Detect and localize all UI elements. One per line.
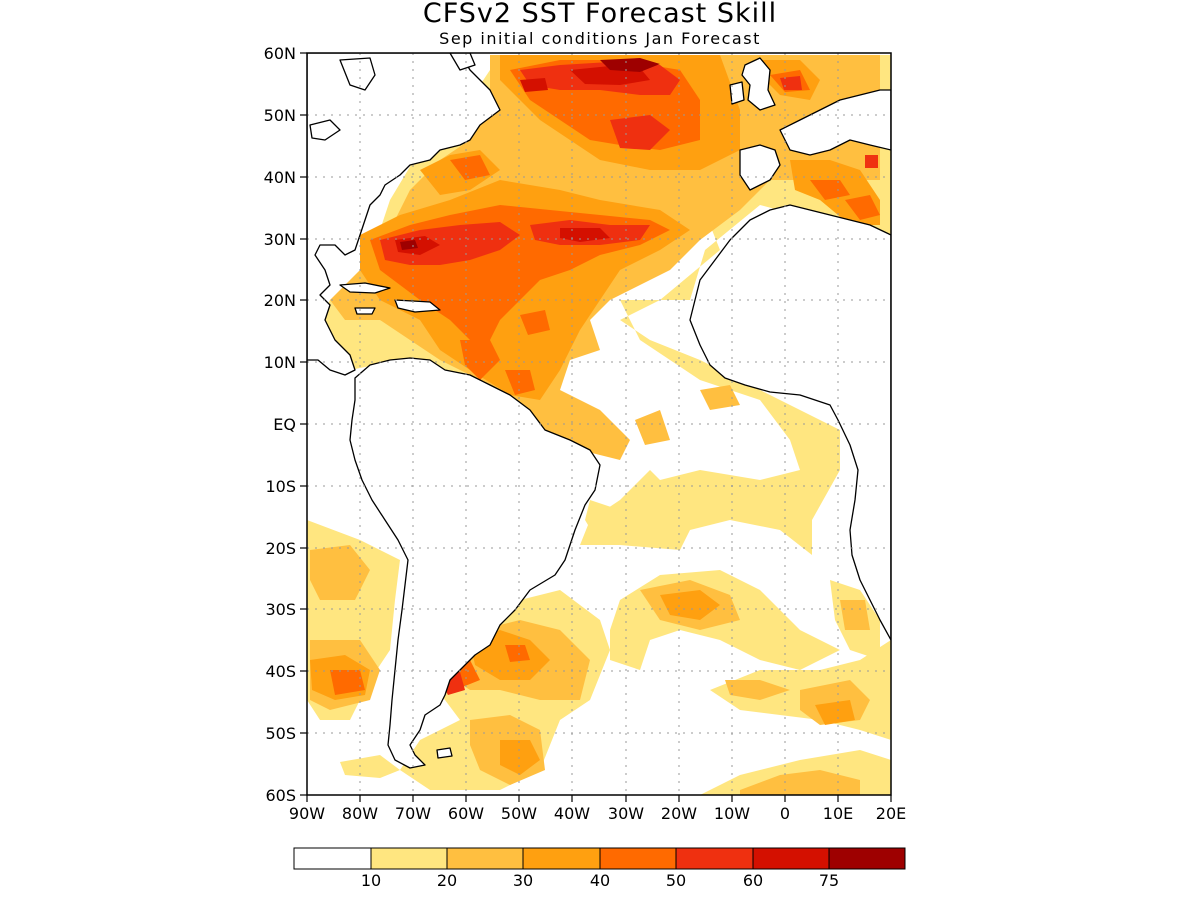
x-tick-label: 50W (500, 804, 538, 823)
colorbar-label: 75 (818, 871, 840, 890)
y-tick-label: 40N (263, 168, 296, 187)
axis-ticks (300, 52, 892, 802)
x-tick-label: 30W (607, 804, 645, 823)
colorbar-label: 30 (512, 871, 534, 890)
y-tick-label: 10S (265, 477, 296, 496)
y-tick-label: 50S (265, 724, 296, 743)
y-tick-label: 20N (263, 291, 296, 310)
y-tick-label: 30S (265, 600, 296, 619)
skill-level-75 (400, 58, 660, 250)
colorbar-bin-2 (446, 847, 524, 870)
colorbar-bin-4 (599, 847, 677, 870)
colorbar-bin-7 (828, 847, 906, 870)
x-tick-label: 40W (553, 804, 591, 823)
y-tick-label: 60N (263, 44, 296, 63)
x-tick-label: 80W (341, 804, 379, 823)
x-tick-label: 10W (713, 804, 751, 823)
y-tick-label: 40S (265, 662, 296, 681)
graticule (307, 53, 891, 795)
colorbar (293, 847, 906, 870)
land-masses (307, 53, 891, 769)
y-tick-label: 60S (265, 786, 296, 805)
colorbar-bin-6 (752, 847, 830, 870)
map-title: CFSv2 SST Forecast Skill (422, 0, 778, 29)
colorbar-bin-1 (370, 847, 448, 870)
colorbar-label: 20 (436, 871, 458, 890)
x-tick-label: 0 (779, 804, 791, 823)
colorbar-label: 10 (360, 871, 382, 890)
y-tick-label: 30N (263, 230, 296, 249)
x-tick-label: 90W (288, 804, 326, 823)
x-tick-label: 10E (822, 804, 854, 823)
x-tick-label: 20W (660, 804, 698, 823)
colorbar-bin-5 (675, 847, 754, 870)
colorbar-label: 40 (589, 871, 611, 890)
colorbar-bin-3 (522, 847, 601, 870)
y-tick-label: 20S (265, 539, 296, 558)
y-tick-label: 10N (263, 353, 296, 372)
y-tick-label: EQ (273, 415, 296, 434)
x-tick-label: 20E (875, 804, 907, 823)
skill-field (307, 53, 891, 795)
colorbar-label: 60 (742, 871, 764, 890)
x-tick-label: 60W (447, 804, 485, 823)
x-tick-label: 70W (394, 804, 432, 823)
map-subtitle: Sep initial conditions Jan Forecast (439, 29, 761, 48)
colorbar-bin-0 (293, 847, 372, 870)
y-tick-label: 50N (263, 106, 296, 125)
colorbar-label: 50 (665, 871, 687, 890)
